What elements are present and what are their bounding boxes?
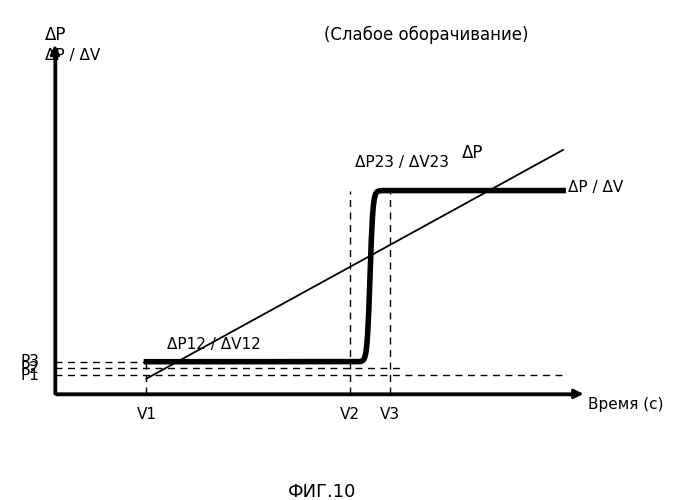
- Text: Время (с): Время (с): [588, 398, 664, 412]
- Text: V3: V3: [380, 408, 400, 422]
- Text: P1: P1: [21, 368, 40, 383]
- Text: ΔP / ΔV: ΔP / ΔV: [568, 180, 624, 194]
- Text: ΔP23 / ΔV23: ΔP23 / ΔV23: [355, 155, 449, 170]
- Text: (Слабое оборачивание): (Слабое оборачивание): [324, 26, 528, 44]
- Text: ΔP / ΔV: ΔP / ΔV: [45, 48, 100, 62]
- Text: P3: P3: [21, 354, 40, 369]
- Text: P2: P2: [21, 361, 40, 376]
- Text: ΔP: ΔP: [45, 26, 66, 44]
- Text: ΔP12 / ΔV12: ΔP12 / ΔV12: [167, 336, 261, 351]
- Text: ФИГ.10: ФИГ.10: [288, 483, 356, 500]
- Text: ΔP: ΔP: [462, 144, 483, 162]
- Text: V2: V2: [340, 408, 359, 422]
- Text: V1: V1: [137, 408, 156, 422]
